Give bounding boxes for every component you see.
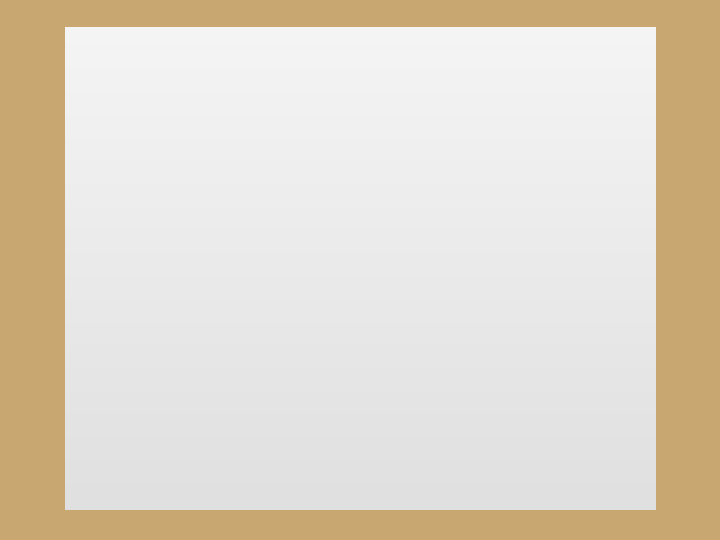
Text: •: •	[159, 190, 171, 210]
Text: Electron configurations!: Electron configurations!	[176, 191, 410, 210]
Text: Sublevel (s, p, d, f): Sublevel (s, p, d, f)	[210, 294, 354, 309]
Bar	[606, 256, 648, 310]
Text: •: •	[197, 324, 207, 342]
Text: n (Quantum Level): n (Quantum Level)	[210, 263, 353, 278]
Text: Break the configurations up by:: Break the configurations up by:	[176, 228, 483, 247]
Text: Notation: Notation	[304, 111, 434, 140]
Bar	[90, 256, 132, 310]
Text: •: •	[197, 293, 207, 311]
Text: •: •	[159, 227, 171, 247]
Text: Number of electrons within that sublevel (written as
a superscript): Number of electrons within that sublevel…	[210, 327, 610, 363]
Text: •: •	[197, 261, 207, 280]
